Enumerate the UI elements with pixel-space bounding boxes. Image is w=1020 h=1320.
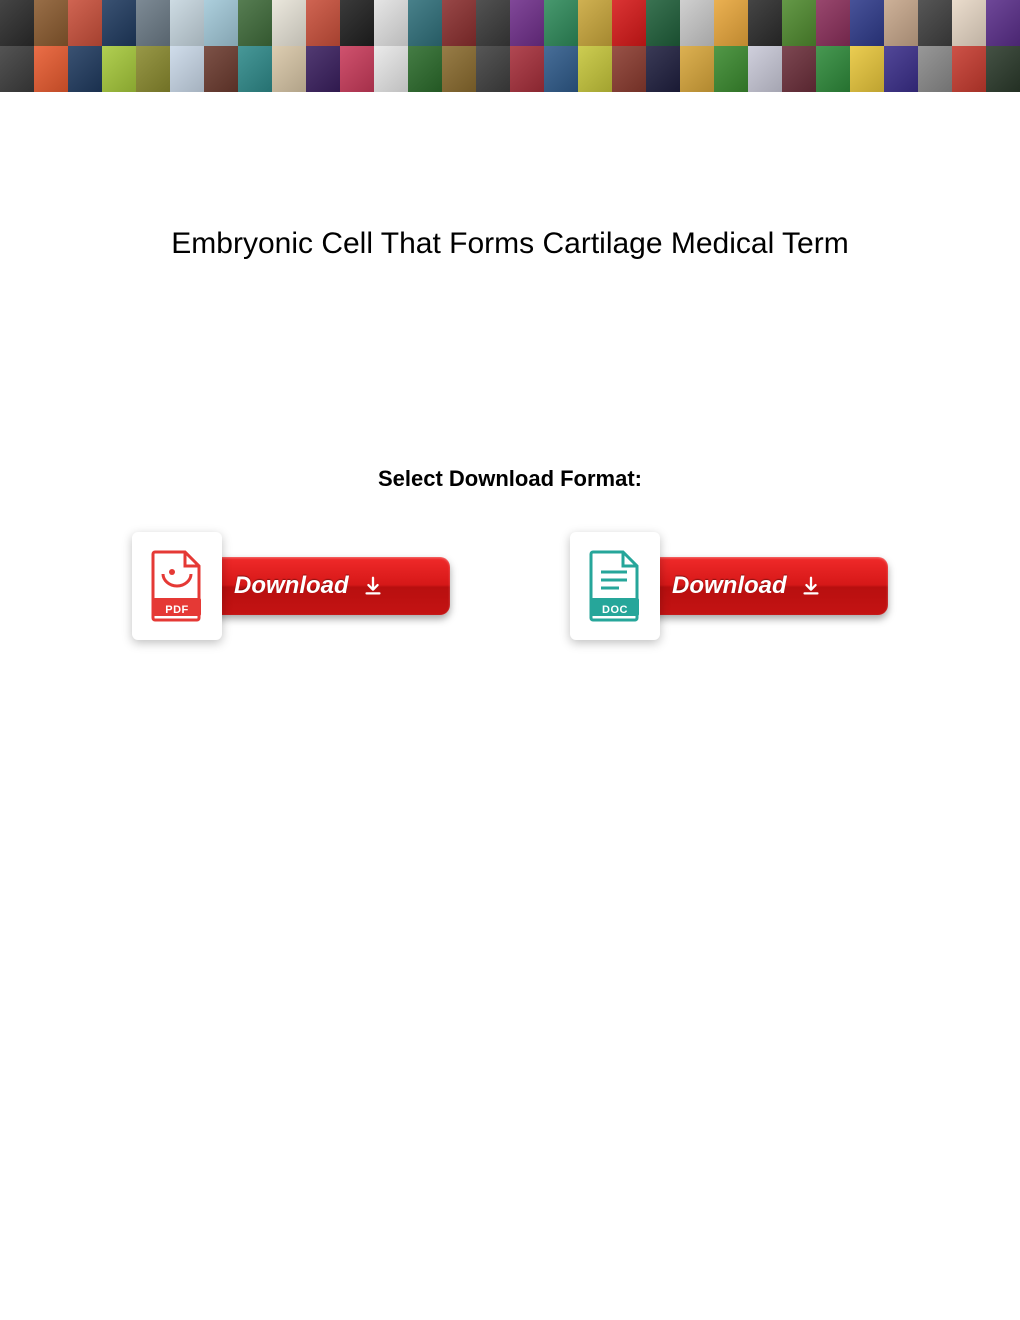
cover-thumb — [238, 0, 272, 46]
cover-thumb — [816, 46, 850, 92]
cover-thumb — [884, 46, 918, 92]
cover-thumb — [782, 0, 816, 46]
cover-thumb — [714, 0, 748, 46]
cover-thumb — [612, 46, 646, 92]
cover-thumb — [884, 0, 918, 46]
download-arrow-icon — [799, 574, 823, 598]
cover-thumb — [680, 46, 714, 92]
cover-thumb — [476, 46, 510, 92]
cover-thumb — [68, 0, 102, 46]
cover-thumb — [170, 0, 204, 46]
cover-thumb — [340, 0, 374, 46]
cover-thumb — [918, 0, 952, 46]
cover-thumb — [646, 0, 680, 46]
doc-file-badge: DOC — [570, 532, 660, 640]
download-arrow-icon — [361, 574, 385, 598]
cover-thumb — [34, 46, 68, 92]
cover-thumb — [544, 0, 578, 46]
doc-download-unit: DOC Download — [570, 532, 888, 640]
cover-thumb — [374, 0, 408, 46]
cover-thumb — [374, 46, 408, 92]
cover-thumb — [272, 46, 306, 92]
cover-thumb — [510, 46, 544, 92]
cover-thumb — [986, 0, 1020, 46]
cover-thumb — [612, 0, 646, 46]
pdf-download-button[interactable]: Download — [200, 557, 450, 615]
cover-thumb — [850, 46, 884, 92]
cover-thumb — [238, 46, 272, 92]
cover-thumb — [306, 0, 340, 46]
cover-thumb — [0, 46, 34, 92]
cover-thumb — [476, 0, 510, 46]
cover-thumb — [850, 0, 884, 46]
cover-thumb — [136, 0, 170, 46]
download-buttons-row: PDF Download DOC — [0, 532, 1020, 640]
cover-thumb — [816, 0, 850, 46]
pdf-label: PDF — [149, 604, 205, 616]
cover-thumb — [204, 0, 238, 46]
download-format-heading: Select Download Format: — [0, 466, 1020, 492]
cover-thumb — [102, 0, 136, 46]
cover-thumb — [748, 46, 782, 92]
cover-thumb — [34, 0, 68, 46]
pdf-download-text: Download — [234, 572, 349, 600]
doc-file-icon: DOC — [587, 550, 643, 622]
cover-thumb — [680, 0, 714, 46]
cover-thumb — [170, 46, 204, 92]
cover-thumb — [0, 0, 34, 46]
pdf-file-badge: PDF — [132, 532, 222, 640]
cover-collage-banner — [0, 0, 1020, 92]
cover-thumb — [510, 0, 544, 46]
doc-label: DOC — [587, 604, 643, 616]
cover-thumb — [782, 46, 816, 92]
cover-thumb — [68, 46, 102, 92]
cover-thumb — [408, 46, 442, 92]
cover-thumb — [442, 0, 476, 46]
cover-thumb — [306, 46, 340, 92]
cover-thumb — [952, 0, 986, 46]
cover-thumb — [272, 0, 306, 46]
cover-thumb — [442, 46, 476, 92]
cover-thumb — [544, 46, 578, 92]
cover-thumb — [578, 46, 612, 92]
cover-thumb — [918, 46, 952, 92]
doc-download-button[interactable]: Download — [638, 557, 888, 615]
page-title: Embryonic Cell That Forms Cartilage Medi… — [0, 227, 1020, 261]
cover-thumb — [340, 46, 374, 92]
cover-thumb — [136, 46, 170, 92]
cover-thumb — [408, 0, 442, 46]
cover-thumb — [952, 46, 986, 92]
cover-thumb — [102, 46, 136, 92]
cover-thumb — [714, 46, 748, 92]
cover-thumb — [986, 46, 1020, 92]
pdf-file-icon: PDF — [149, 550, 205, 622]
doc-download-text: Download — [672, 572, 787, 600]
pdf-download-unit: PDF Download — [132, 532, 450, 640]
cover-thumb — [646, 46, 680, 92]
cover-thumb — [578, 0, 612, 46]
cover-thumb — [748, 0, 782, 46]
cover-thumb — [204, 46, 238, 92]
